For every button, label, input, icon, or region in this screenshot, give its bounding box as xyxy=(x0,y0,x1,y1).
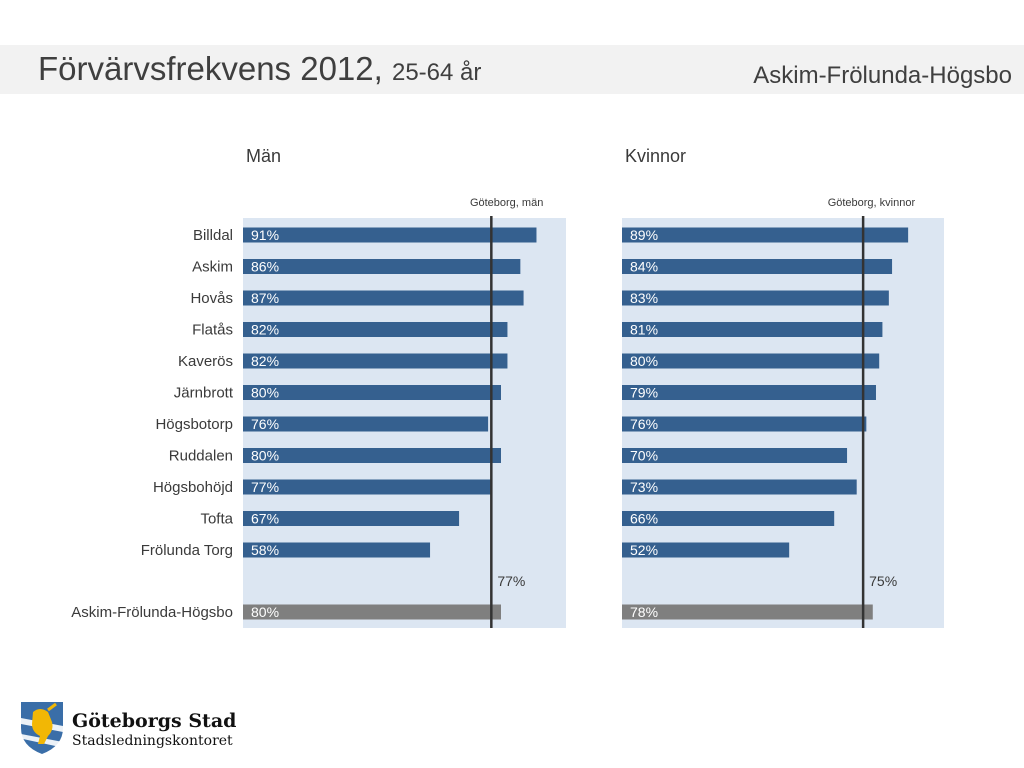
chart-1-value-label-6: 80% xyxy=(251,385,279,401)
chart-2-total-bar xyxy=(622,604,873,620)
chart-1-category-label-8: Ruddalen xyxy=(169,448,233,465)
chart-1-bar-3 xyxy=(243,290,524,306)
chart-1-value-label-2: 86% xyxy=(251,259,279,275)
logo-name: Göteborgs Stad xyxy=(72,710,237,732)
chart-2-value-label-2: 84% xyxy=(630,259,658,275)
chart-1-total-value-label: 80% xyxy=(251,604,279,620)
chart-1-value-label-8: 80% xyxy=(251,448,279,464)
chart-1-value-label-7: 76% xyxy=(251,416,279,432)
coat-of-arms-icon xyxy=(21,702,63,754)
chart-1-category-label-3: Hovås xyxy=(190,290,233,307)
chart-1-category-label-1: Billdal xyxy=(193,227,233,244)
chart-1-bar-9 xyxy=(243,479,492,495)
chart-1-bar-4 xyxy=(243,322,508,337)
chart-2-value-label-4: 81% xyxy=(630,322,658,338)
chart-2-value-label-5: 80% xyxy=(630,353,658,369)
page-title: Förvärvsfrekvens 2012, 25-64 år xyxy=(38,50,482,87)
chart-2-bar-11 xyxy=(622,542,790,558)
chart-1-bar-6 xyxy=(243,385,501,400)
chart-1-bar-1 xyxy=(243,227,537,243)
chart-1-category-label-5: Kaverös xyxy=(178,353,233,370)
chart-1-category-label-4: Flatås xyxy=(192,322,233,339)
chart-1-value-label-11: 58% xyxy=(251,542,279,558)
region-label: Askim-Frölunda-Högsbo xyxy=(753,62,1012,89)
chart-1-reference-label: Göteborg, män xyxy=(470,197,543,209)
chart-2-bar-5 xyxy=(622,353,880,369)
chart-1-total-bar xyxy=(243,604,501,620)
chart-1-category-label-2: Askim xyxy=(192,259,233,276)
chart-1-value-label-10: 67% xyxy=(251,511,279,527)
chart-1-bar-7 xyxy=(243,416,489,432)
chart-2-bar-6 xyxy=(622,385,876,400)
chart-1-total-category-label: Askim-Frölunda-Högsbo xyxy=(71,604,233,621)
chart-2-title: Kvinnor xyxy=(625,146,686,166)
chart-1-category-label-10: Tofta xyxy=(200,511,233,528)
chart-2-reference-value-label: 75% xyxy=(869,573,897,589)
chart-1-value-label-9: 77% xyxy=(251,479,279,495)
chart-2-bar-9 xyxy=(622,479,857,495)
chart-1-bar-11 xyxy=(243,542,431,558)
chart-1-value-label-4: 82% xyxy=(251,322,279,338)
chart-1-category-label-9: Högsbohöjd xyxy=(153,479,233,496)
chart-1-reference-value-label: 77% xyxy=(497,573,525,589)
chart-2-bar-1 xyxy=(622,227,909,243)
chart-1-bar-8 xyxy=(243,448,501,463)
chart-1-bar-10 xyxy=(243,511,460,526)
chart-2-bar-2 xyxy=(622,259,893,274)
page-subtitle: 25-64 år xyxy=(391,59,482,86)
chart-2-total-value-label: 78% xyxy=(630,604,658,620)
chart-2-value-label-9: 73% xyxy=(630,479,658,495)
chart-2-value-label-3: 83% xyxy=(630,290,658,306)
bar-charts: Män Göteborg, män 91% Billdal 86% Askim 87% Hov… xyxy=(71,146,944,628)
chart-2-reference-label: Göteborg, kvinnor xyxy=(828,197,916,209)
chart-2-bar-4 xyxy=(622,322,883,337)
chart-1-bar-2 xyxy=(243,259,521,274)
chart-2-value-label-7: 76% xyxy=(630,416,658,432)
chart-2-value-label-6: 79% xyxy=(630,385,658,401)
chart-2-bar-3 xyxy=(622,290,889,306)
chart-1-title: Män xyxy=(246,146,281,166)
logo-department: Stadsledningskontoret xyxy=(72,733,233,749)
chart-1-value-label-1: 91% xyxy=(251,227,279,243)
chart-2-bar-7 xyxy=(622,416,867,432)
chart-2-bar-10 xyxy=(622,511,835,526)
chart-1-bar-5 xyxy=(243,353,508,369)
chart-1-category-label-6: Järnbrott xyxy=(174,385,234,402)
goteborg-logo xyxy=(21,702,63,754)
chart-1-value-label-5: 82% xyxy=(251,353,279,369)
chart-2-value-label-1: 89% xyxy=(630,227,658,243)
chart-1-category-label-11: Frölunda Torg xyxy=(141,542,233,559)
chart-1-value-label-3: 87% xyxy=(251,290,279,306)
chart-2-value-label-8: 70% xyxy=(630,448,658,464)
chart-1-category-label-7: Högsbotorp xyxy=(155,416,233,433)
chart-2-value-label-11: 52% xyxy=(630,542,658,558)
chart-2-bar-8 xyxy=(622,448,848,463)
title-band xyxy=(0,45,1024,94)
chart-2-value-label-10: 66% xyxy=(630,511,658,527)
